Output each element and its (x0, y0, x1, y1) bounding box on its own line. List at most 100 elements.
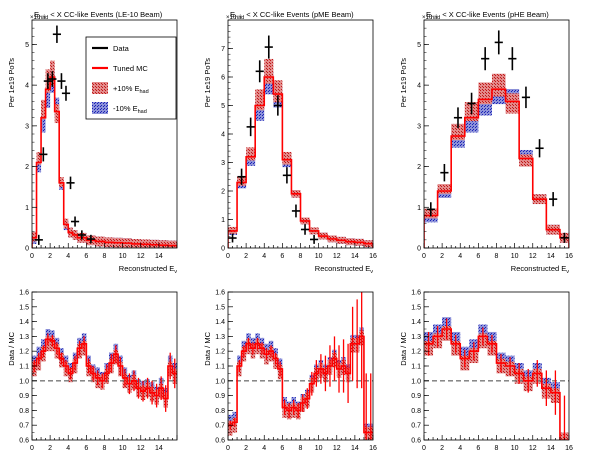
y-axis-label: Per 1e19 PoTs (7, 58, 16, 107)
tuned-mc-histogram (424, 88, 569, 248)
y-tick-label: 0.6 (411, 438, 421, 445)
data-point (300, 224, 310, 235)
plus-10-ehad-band (41, 99, 46, 120)
y-tick-label: 0 (417, 246, 421, 253)
plus-10-ehad-band (32, 231, 37, 242)
x-tick-label: 2 (244, 253, 248, 260)
y-tick-label: 1 (25, 205, 29, 212)
y-axis-label: Data / MC (399, 331, 408, 365)
panel-title: Ehad < X CC-like Events (pME Beam) (230, 10, 354, 21)
panel-title: Ehad < X CC-like Events (pHE Beam) (426, 10, 549, 21)
y-tick-label: 0.8 (19, 408, 29, 415)
y-tick-label: 1.4 (411, 319, 421, 326)
y-tick-label: 0.9 (411, 393, 421, 400)
y-axis-label: Per 1e19 PoTs (203, 58, 212, 107)
x-tick-label: 16 (565, 445, 573, 452)
x-axis: 0 2 4 6 8 10 12 14 Reconstructed Eν (30, 243, 178, 275)
y-tick-label: 0 (25, 246, 29, 253)
x-tick-label: 12 (137, 445, 145, 452)
y-axis: 0 1 2 3 4 5 Per 1e19 PoTs (7, 19, 37, 253)
x-tick-label: 2 (244, 445, 248, 452)
x-tick-label: 0 (422, 253, 426, 260)
data-point (66, 176, 75, 190)
plus-10-ehad-band (54, 104, 60, 124)
x-tick-label: 4 (66, 253, 70, 260)
x-tick-label: 14 (155, 253, 163, 260)
chart-panel-bottom-right: 0 2 4 6 8 10 12 14 16 0.6 0.7 0.8 0.9 1.0 1.1 1.2 1.3 1.4… (399, 290, 573, 453)
x-tick-label: 10 (119, 253, 127, 260)
x-tick-label: 4 (458, 253, 462, 260)
x-tick-label: 16 (369, 253, 377, 260)
minus-10-ehad-band (45, 86, 51, 108)
data-point (310, 235, 319, 244)
x-tick-label: 12 (529, 445, 537, 452)
data-point (549, 192, 558, 207)
plus-10-ehad-band (167, 240, 177, 248)
data-point (70, 216, 80, 227)
y-axis-label: Per 1e19 PoTs (399, 58, 408, 107)
data-point (453, 107, 463, 129)
data-point (494, 30, 503, 55)
y-axis-label: Data / MC (203, 331, 212, 365)
data-point (246, 117, 255, 137)
data-point (86, 234, 95, 244)
y-tick-label: 1.3 (411, 334, 421, 341)
plus-10-ehad-band (36, 152, 42, 165)
x-tick-label: 2 (440, 445, 444, 452)
data-point (440, 163, 449, 182)
x-tick-label: 6 (280, 253, 284, 260)
y-tick-label: 1.3 (19, 334, 29, 341)
legend-entry-label: Data (113, 44, 130, 53)
y-tick-label: 3 (221, 160, 225, 167)
data-point (77, 230, 86, 240)
y-exponent-label: ×10⁻³ (30, 15, 45, 21)
y-tick-label: 1.6 (19, 290, 29, 297)
y-tick-label: 5 (417, 42, 421, 49)
data-point (273, 95, 282, 116)
x-tick-label: 14 (351, 253, 359, 260)
data-point (467, 92, 476, 115)
x-axis: 0 2 4 6 8 10 12 14 16 (226, 435, 377, 452)
x-tick-label: 10 (511, 445, 519, 452)
x-tick-label: 6 (476, 253, 480, 260)
y-axis-label: Data / MC (7, 331, 16, 365)
data-point (560, 232, 569, 243)
data-point (43, 73, 52, 89)
y-tick-label: 2 (221, 189, 225, 196)
y-tick-label: 0.7 (411, 423, 421, 430)
y-tick-label: 6 (221, 75, 225, 82)
y-exponent-label: ×10⁻³ (422, 15, 437, 21)
x-tick-label: 12 (137, 253, 145, 260)
plus-10-ehad-band (255, 89, 265, 111)
y-tick-label: 1.4 (215, 319, 225, 326)
x-tick-label: 0 (30, 445, 34, 452)
data-point (508, 47, 517, 71)
plot-area (32, 329, 177, 412)
chart-panel-bottom-middle: 0 2 4 6 8 10 12 14 16 0.6 0.7 0.8 0.9 1.0 1.1 1.2 1.3 1.4… (203, 290, 377, 453)
x-axis: 0 2 4 6 8 10 12 14 16 Reconstructed Eν (422, 243, 573, 275)
y-tick-label: 1.2 (215, 349, 225, 356)
x-tick-label: 4 (458, 445, 462, 452)
x-tick-label: 8 (495, 253, 499, 260)
y-tick-label: 4 (25, 83, 29, 90)
plus-10-ehad-band (437, 184, 452, 194)
data-point (48, 71, 57, 87)
x-tick-label: 14 (547, 445, 555, 452)
data-point (264, 35, 273, 59)
x-tick-label: 16 (565, 253, 573, 260)
data-point (57, 73, 66, 89)
plus-10-ehad-band (505, 93, 520, 114)
y-tick-label: 1.3 (215, 334, 225, 341)
x-tick-label: 12 (333, 253, 341, 260)
y-tick-label: 1.1 (411, 364, 421, 371)
y-tick-label: 1.5 (19, 304, 29, 311)
y-tick-label: 4 (417, 83, 421, 90)
minus-10-ehad-band (255, 101, 265, 121)
y-tick-label: 1.5 (411, 304, 421, 311)
plot-area (228, 292, 373, 440)
y-exponent-label: ×10⁻³ (226, 15, 241, 21)
x-tick-label: 10 (511, 253, 519, 260)
y-tick-label: 1.2 (411, 349, 421, 356)
